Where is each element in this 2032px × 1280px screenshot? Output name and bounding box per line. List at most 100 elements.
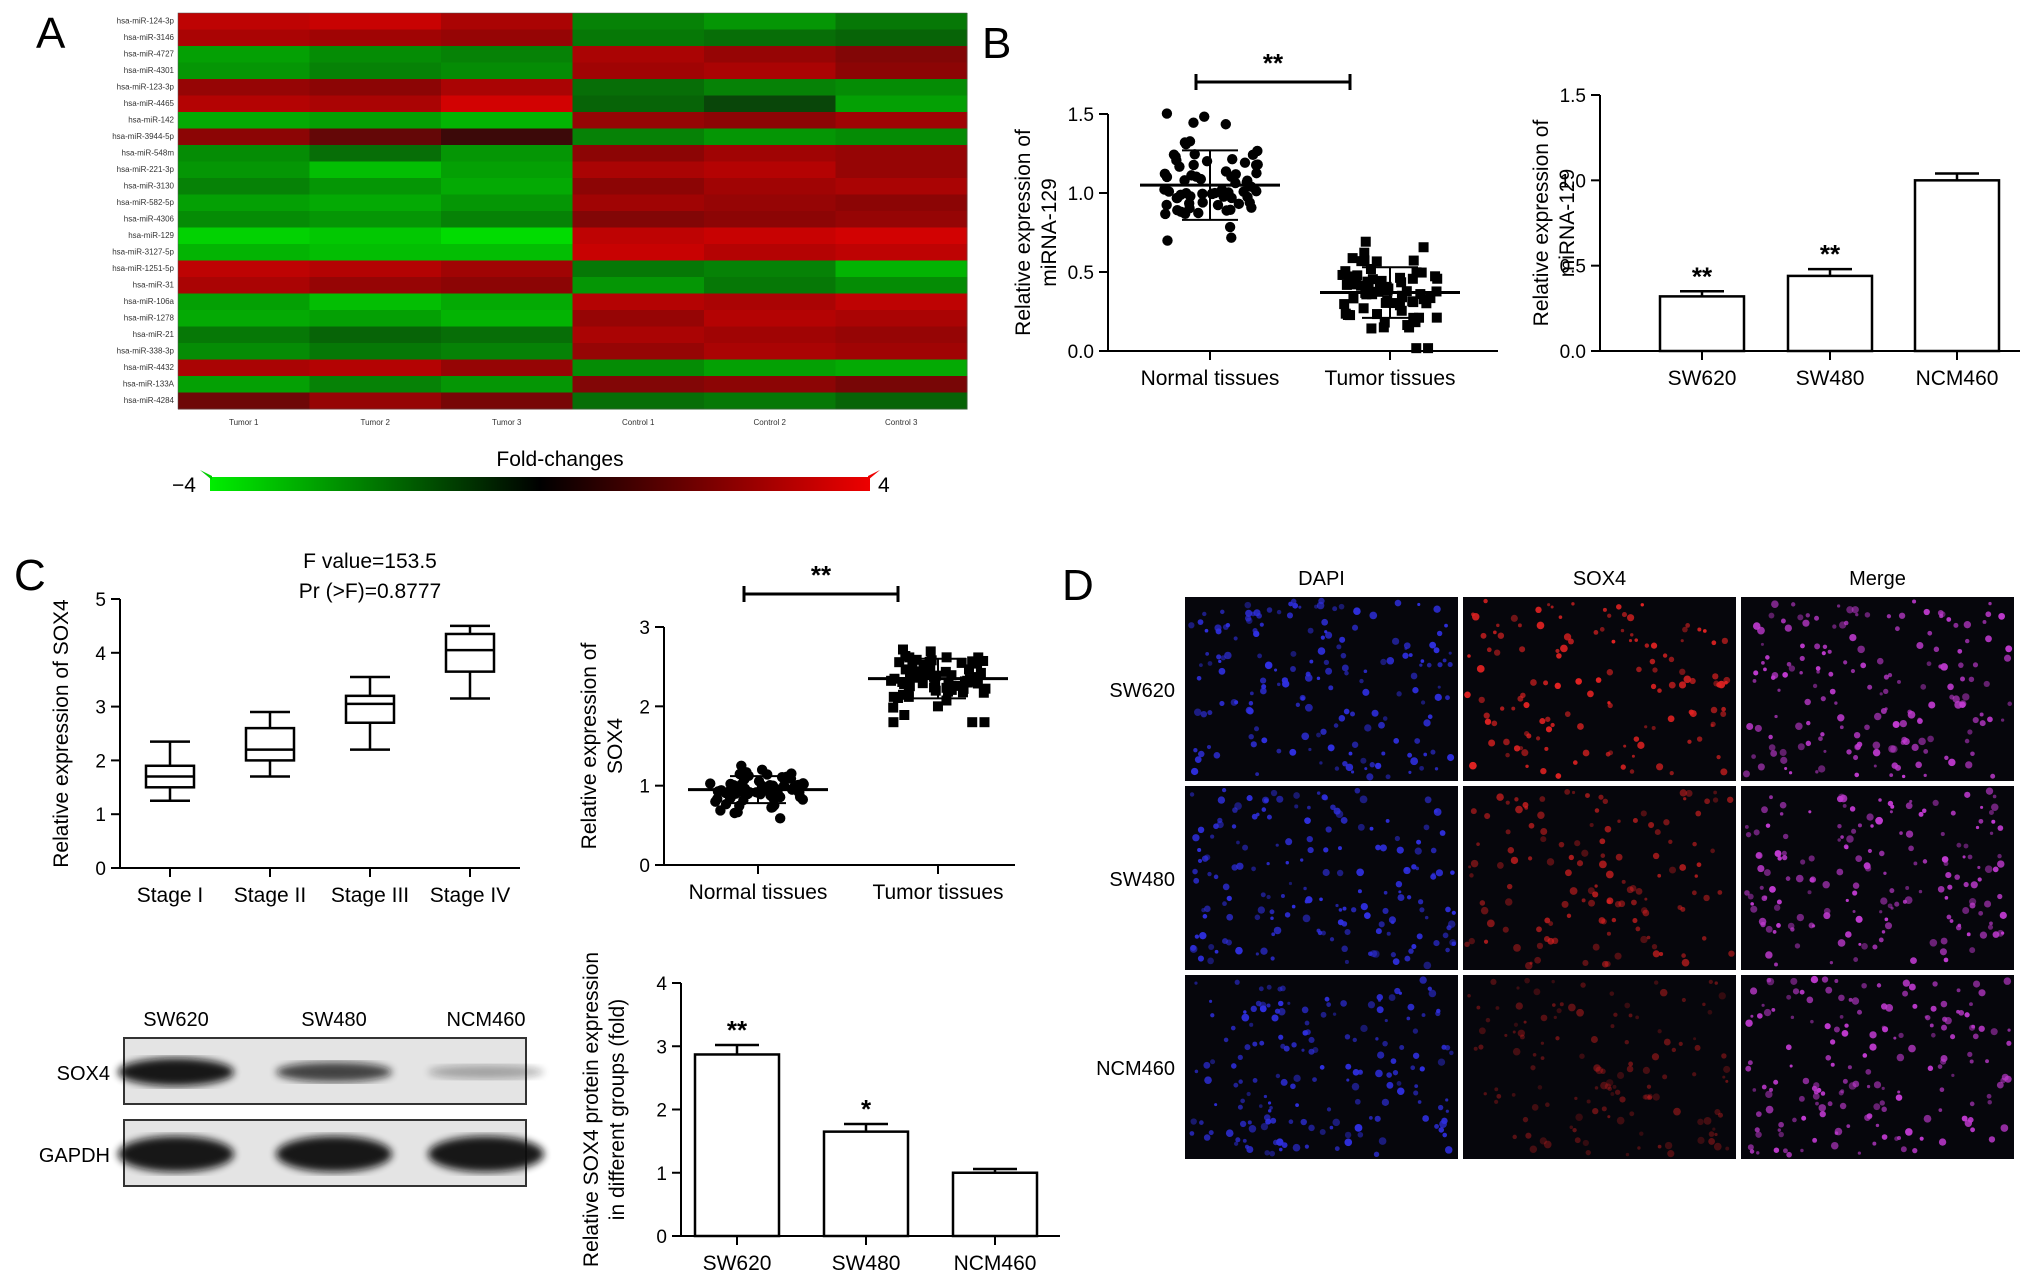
heatmap-cell xyxy=(441,95,573,113)
cell-nucleus xyxy=(1467,654,1471,658)
cell-nucleus xyxy=(1813,1082,1820,1089)
cell-nucleus xyxy=(1552,1003,1556,1007)
cell-nucleus xyxy=(1855,915,1863,923)
cell-nucleus xyxy=(1610,1024,1615,1029)
cell-nucleus xyxy=(1866,813,1874,821)
cell-nucleus xyxy=(2007,1028,2011,1032)
cell-nucleus xyxy=(1339,636,1346,643)
cell-nucleus xyxy=(1681,953,1686,958)
cell-nucleus xyxy=(1386,931,1391,936)
cell-nucleus xyxy=(1600,853,1606,858)
cell-nucleus xyxy=(1236,840,1240,845)
cell-nucleus xyxy=(1932,981,1938,987)
data-point xyxy=(1251,167,1262,179)
cell-nucleus xyxy=(1574,1137,1581,1144)
cell-nucleus xyxy=(1784,624,1792,632)
cell-nucleus xyxy=(1902,738,1910,745)
cell-nucleus xyxy=(1535,606,1542,614)
data-point xyxy=(736,760,747,771)
data-point xyxy=(1342,309,1353,320)
cell-nucleus xyxy=(1527,856,1533,861)
data-point xyxy=(1179,175,1190,186)
cell-nucleus xyxy=(1486,647,1492,653)
heatmap-cell xyxy=(835,46,968,63)
cell-nucleus xyxy=(1940,831,1945,837)
cell-nucleus xyxy=(1755,851,1763,859)
cell-nucleus xyxy=(1378,921,1385,928)
cell-nucleus xyxy=(1276,795,1284,803)
cell-nucleus xyxy=(1422,1115,1430,1122)
heatmap-row-label: hsa-miR-3127-5p xyxy=(112,248,174,257)
cell-nucleus xyxy=(1357,1069,1364,1075)
cell-nucleus xyxy=(1837,838,1841,842)
cell-nucleus xyxy=(1863,862,1871,870)
cell-nucleus xyxy=(1899,831,1903,835)
data-point xyxy=(1358,303,1369,314)
cell-nucleus xyxy=(1306,835,1313,843)
cell-nucleus xyxy=(1708,1131,1715,1137)
cell-nucleus xyxy=(2000,931,2005,935)
cell-nucleus xyxy=(1798,1095,1805,1102)
cell-nucleus xyxy=(1502,926,1509,933)
cell-nucleus xyxy=(1837,824,1842,829)
cell-nucleus xyxy=(1536,942,1544,950)
cell-nucleus xyxy=(1754,1127,1760,1133)
cell-nucleus xyxy=(1624,1002,1631,1009)
cell-nucleus xyxy=(1234,979,1240,985)
cell-nucleus xyxy=(1248,701,1254,706)
cell-nucleus xyxy=(1852,890,1858,896)
cell-nucleus xyxy=(1944,755,1949,760)
cell-nucleus xyxy=(1725,1079,1729,1083)
cell-nucleus xyxy=(1882,1026,1889,1033)
cell-nucleus xyxy=(1634,638,1638,642)
heatmap-cell xyxy=(178,376,310,393)
heatmap-cell xyxy=(572,211,705,228)
cell-nucleus xyxy=(1978,989,1986,997)
cell-nucleus xyxy=(1720,768,1728,776)
cell-nucleus xyxy=(1720,711,1727,717)
cell-nucleus xyxy=(1417,1100,1422,1104)
heatmap-cell xyxy=(309,13,442,30)
cell-nucleus xyxy=(1217,796,1226,804)
cell-nucleus xyxy=(1964,638,1970,644)
cell-nucleus xyxy=(1231,1063,1237,1069)
cell-nucleus xyxy=(1779,748,1787,756)
cell-nucleus xyxy=(1905,1128,1913,1136)
cell-nucleus xyxy=(1430,847,1437,854)
cell-nucleus xyxy=(1883,674,1889,680)
cell-nucleus xyxy=(1814,615,1820,621)
heatmap-cell xyxy=(178,260,310,278)
cell-nucleus xyxy=(1234,1141,1239,1146)
cell-nucleus xyxy=(1214,949,1219,954)
cell-nucleus xyxy=(1483,598,1488,604)
y-axis-label: miRNA-129 xyxy=(1038,178,1061,287)
cell-nucleus xyxy=(1207,710,1213,716)
cell-nucleus xyxy=(1953,622,1959,628)
cell-nucleus xyxy=(1967,1051,1973,1057)
heatmap-cell xyxy=(309,343,442,360)
cell-nucleus xyxy=(1255,772,1260,777)
cell-nucleus xyxy=(1912,1148,1918,1154)
cell-nucleus xyxy=(1545,1102,1550,1108)
y-tick-label: 3 xyxy=(95,698,106,719)
cell-nucleus xyxy=(1873,1081,1882,1089)
cell-nucleus xyxy=(1716,682,1722,688)
cell-nucleus xyxy=(1308,1048,1315,1055)
colorbar-title: Fold-changes xyxy=(496,448,623,471)
cell-nucleus xyxy=(1193,877,1200,884)
data-point xyxy=(1411,267,1422,278)
cell-nucleus xyxy=(1996,1081,2004,1089)
cell-nucleus xyxy=(1600,1068,1606,1075)
cell-nucleus xyxy=(1428,989,1437,998)
cell-nucleus xyxy=(1975,825,1980,830)
heatmap-cell xyxy=(309,194,442,212)
cell-nucleus xyxy=(1853,957,1859,962)
data-point xyxy=(1352,270,1363,281)
data-point xyxy=(917,678,928,689)
cell-nucleus xyxy=(1673,1107,1681,1116)
cell-nucleus xyxy=(1838,1090,1844,1096)
cell-nucleus xyxy=(1292,1143,1301,1152)
heatmap-cell xyxy=(441,376,573,393)
heatmap-cell xyxy=(572,359,705,377)
data-point xyxy=(1239,157,1251,168)
